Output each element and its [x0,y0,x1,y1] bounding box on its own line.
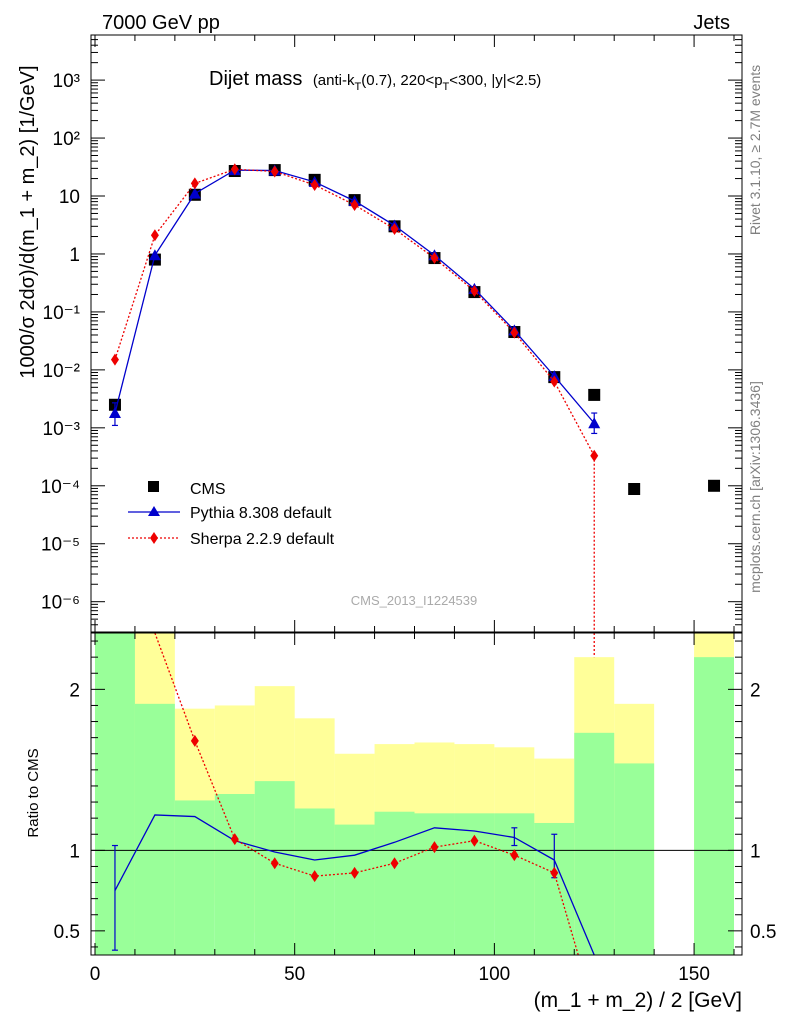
ratio-y-axis-label: Ratio to CMS [25,748,42,837]
main-y-tick-label-4: 10⁻¹ [43,303,81,324]
main-title-detail-b: (0.7), 220<p [361,72,442,89]
ratio-band-inner-bin-7 [374,811,415,955]
side-label-rivet: Rivet 3.1.10, ≥ 2.7M events [747,65,763,235]
ratio-band-inner-bin-14 [694,657,735,955]
x-tick-label-3: 150 [678,964,710,985]
main-y-tick-label-8: 10⁻⁵ [41,535,80,556]
main-sherpa-point-11 [550,375,559,388]
legend: CMS Pythia 8.308 default Sherpa 2.2.9 de… [128,481,335,548]
main-panel: 10³ 10² 10 1 10⁻¹ 10⁻² 10⁻³ 10⁻⁴ 10⁻⁵ 10⁻⁶ Dijet … [17,34,743,955]
main-sherpa-point-5 [310,178,319,191]
ratio-sherpa-point-3 [270,857,279,870]
main-sherpa-point-3 [230,163,239,176]
header-right: Jets [693,12,730,34]
main-y-tick-label-1: 10² [53,129,80,150]
ratio-sherpa-line [154,632,579,956]
ratio-band-inner-bin-9 [454,813,495,955]
ratio-y-tick-label-0: 0.5 [54,922,80,943]
main-title-detail-a: (anti-k [313,72,355,89]
ratio-sherpa-point-6 [390,857,399,870]
main-y-tick-label-0: 10³ [53,71,80,92]
ratio-band-inner-bin-1 [134,703,175,955]
main-frame [90,34,743,633]
main-sherpa-point-2 [190,177,199,190]
main-sherpa-point-4 [270,165,279,178]
main-sherpa-point-0 [110,353,119,366]
main-sherpa-point-9 [470,284,479,297]
main-y-axis-label: 1000/σ 2dσ)/d(m_1 + m_2) [1/GeV] [17,65,39,378]
ratio-sherpa-point-2 [230,833,239,846]
ratio-band-inner-bin-3 [214,794,255,955]
main-cms-point-12 [588,388,601,401]
x-axis-label: (m_1 + m_2) / 2 [GeV] [534,989,742,1012]
ratio-sherpa-point-1 [190,734,199,747]
main-sherpa-point-8 [430,252,439,265]
legend-marker-cms [148,481,159,492]
main-y-tick-label-2: 10 [59,187,80,208]
ratio-sherpa-point-8 [470,834,479,847]
side-label-mcplots: mcplots.cern.ch [arXiv:1306.3436] [747,381,763,593]
ratio-sherpa-point-7 [430,841,439,854]
ratio-band-inner-bin-12 [574,732,615,955]
main-y-tick-label-9: 10⁻⁶ [41,593,80,614]
main-y-tick-label-7: 10⁻⁴ [41,477,80,498]
main-sherpa-line [114,168,595,457]
ratio-band-inner-bin-8 [414,813,455,955]
main-cms-point-13 [628,483,641,496]
ratio-band-inner-bin-6 [334,824,375,955]
main-title-text: Dijet mass [209,68,302,90]
ratio-sherpa-point-9 [510,849,519,862]
main-title-detail-b-sub: T [443,81,450,93]
ratio-y-tick-label-right-2: 2 [750,680,761,701]
ratio-sherpa-point-5 [350,866,359,879]
main-pythia-point-12 [588,417,601,429]
main-sherpa-point-1 [150,229,159,242]
main-y-tick-label-3: 1 [69,245,80,266]
main-title-detail-c: <300, |y|<2.5) [449,72,541,89]
ratio-y-tick-label-2: 2 [69,680,80,701]
main-title: Dijet mass (anti-kT(0.7), 220<pT<300, |y… [209,68,541,93]
ratio-band-inner-bin-13 [614,763,655,955]
main-title-detail-a-sub: T [355,81,362,93]
x-tick-label-0: 0 [90,964,101,985]
main-sherpa-point-7 [390,222,399,235]
legend-label-cms: CMS [190,481,226,498]
ratio-band-inner-bin-2 [174,800,215,955]
x-tick-label-1: 50 [284,964,305,985]
legend-marker-pythia [148,506,160,516]
main-pythia-point-2 [188,187,201,199]
ratio-panel: 0 50 100 150 0.5 0.5 1 1 2 2 Ratio to CMS (m_1 + … [25,632,776,1012]
x-tick-label-2: 100 [479,964,511,985]
ratio-sherpa-point-10 [550,866,559,879]
legend-label-sherpa: Sherpa 2.2.9 default [190,531,335,548]
legend-marker-sherpa [150,532,158,544]
main-pythia-point-0 [108,407,121,419]
legend-label-pythia: Pythia 8.308 default [190,505,332,522]
ratio-frame [90,632,743,956]
watermark: CMS_2013_I1224539 [351,593,478,608]
main-pythia-point-1 [148,249,161,261]
main-y-tick-label-6: 10⁻³ [43,419,81,440]
ratio-sherpa-point-4 [310,870,319,883]
main-sherpa-point-12 [590,449,599,462]
main-sherpa-point-6 [350,198,359,211]
ratio-y-tick-label-right-0: 0.5 [750,922,776,943]
ratio-y-tick-label-right-1: 1 [750,841,761,862]
main-y-tick-label-5: 10⁻² [43,361,81,382]
header-left: 7000 GeV pp [102,12,220,34]
main-cms-point-14 [708,479,721,492]
ratio-y-tick-label-1: 1 [69,841,80,862]
main-sherpa-point-10 [510,326,519,339]
